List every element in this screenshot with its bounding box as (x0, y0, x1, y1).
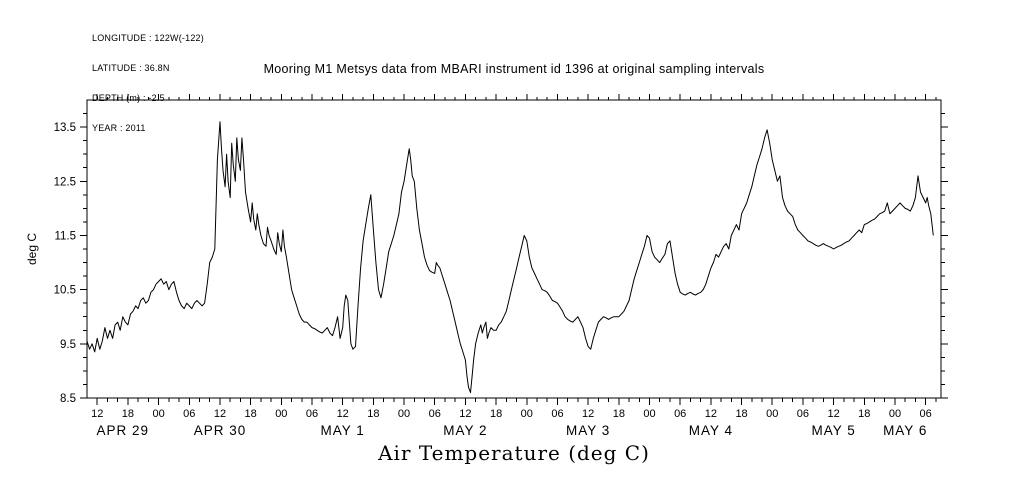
x-tick-label: 18 (122, 408, 134, 420)
x-axis-caption: Air Temperature (deg C) (378, 441, 650, 465)
x-tick-label: 00 (521, 408, 533, 420)
temperature-line (86, 121, 934, 394)
x-date-label: MAY 5 (811, 423, 855, 438)
x-tick-label: 18 (367, 408, 379, 420)
x-date-label: MAY 6 (883, 423, 927, 438)
x-tick-label: 06 (183, 408, 195, 420)
x-tick-label: 06 (920, 408, 932, 420)
x-tick-label: 06 (429, 408, 441, 420)
x-tick-label: 18 (735, 408, 747, 420)
y-tick-label: 11.5 (54, 230, 76, 242)
x-tick-label: 00 (889, 408, 901, 420)
y-tick-label: 9.5 (60, 339, 76, 351)
year-label: YEAR : 2011 (92, 123, 146, 133)
x-tick-label: 00 (152, 408, 164, 420)
x-tick-label: 12 (91, 408, 103, 420)
y-tick-label: 10.5 (54, 285, 76, 297)
longitude-label: LONGITUDE : 122W(-122) (92, 33, 204, 43)
x-tick-label: 00 (275, 408, 287, 420)
x-date-label: MAY 2 (443, 423, 487, 438)
x-tick-label: 18 (613, 408, 625, 420)
latitude-label: LATITUDE : 36.8N (92, 63, 170, 73)
x-tick-label: 18 (858, 408, 870, 420)
x-tick-label: 12 (214, 408, 226, 420)
x-tick-label: 12 (459, 408, 471, 420)
x-tick-label: 12 (337, 408, 349, 420)
x-tick-label: 18 (490, 408, 502, 420)
plot-title: Mooring M1 Metsys data from MBARI instru… (263, 62, 765, 76)
x-tick-label: 12 (827, 408, 839, 420)
y-tick-label: 12.5 (54, 176, 76, 188)
x-tick-label: 00 (398, 408, 410, 420)
y-axis-label: deg C (25, 233, 39, 265)
x-tick-label: 06 (306, 408, 318, 420)
x-tick-label: 06 (674, 408, 686, 420)
x-date-label: MAY 3 (566, 423, 610, 438)
x-tick-label: 18 (245, 408, 257, 420)
x-tick-label: 12 (582, 408, 594, 420)
x-date-label: MAY 4 (689, 423, 733, 438)
x-tick-label: 06 (797, 408, 809, 420)
y-tick-label: 13.5 (54, 122, 76, 134)
x-date-label: APR 29 (97, 423, 150, 438)
x-tick-label: 12 (705, 408, 717, 420)
x-date-label: MAY 1 (321, 423, 365, 438)
x-tick-label: 06 (551, 408, 563, 420)
x-date-label: APR 30 (194, 423, 247, 438)
x-tick-label: 00 (766, 408, 778, 420)
x-tick-label: 00 (643, 408, 655, 420)
y-tick-label: 8.5 (60, 393, 76, 405)
